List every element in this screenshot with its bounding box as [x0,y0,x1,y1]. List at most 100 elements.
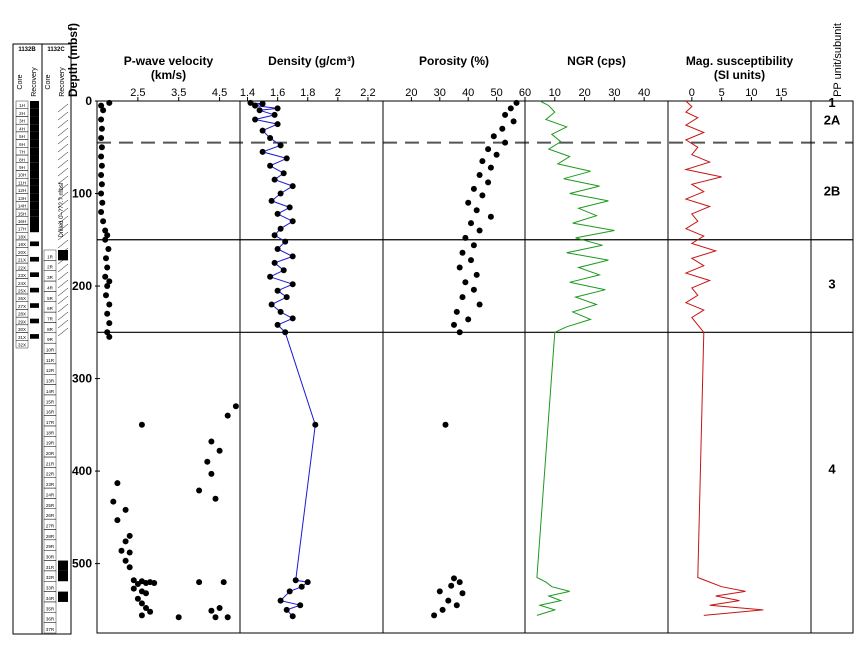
data-point [282,329,289,336]
data-point [470,242,477,249]
core-b-label: 29X [18,319,26,324]
data-point [143,605,149,611]
core-c-label: 2R [47,265,54,270]
recovery-b-bar [30,116,39,125]
core-b-label: 20X [18,250,26,255]
data-point [292,577,299,584]
data-point [267,162,274,169]
data-point [98,135,105,141]
core-b-label: 13H [18,196,26,201]
data-point [267,135,274,141]
x-tick-label: 30 [608,87,620,99]
data-point [456,264,463,271]
x-tick-label: 5 [719,87,725,99]
data-point [259,127,266,134]
data-point [476,172,483,178]
core-c-label: 33R [46,586,55,591]
x-tick-label: 4.5 [212,87,227,99]
data-point [130,577,137,584]
core-label-b: Core [17,74,24,89]
core-b-label: 31X [18,335,26,340]
data-point [175,614,182,621]
data-point [259,148,266,155]
data-point [126,532,133,539]
depth-tick-label: 500 [72,557,92,571]
core-c-label: 10R [46,348,55,353]
core-c-label: 37R [46,627,55,632]
core-b-label: 17H [18,227,26,232]
recovery-b-bar [30,318,39,324]
core-b-label: 21X [18,258,26,263]
depth-tick-label: 400 [72,464,92,478]
hatch-line [57,199,69,209]
recovery-b-bar [30,178,39,186]
data-point [280,170,287,177]
data-point [271,111,278,118]
data-point [289,218,296,225]
x-tick-label: 10 [745,87,757,99]
recovery-b-bar [30,147,39,156]
depth-tick-label: 0 [85,94,92,108]
core-b-label: 1H [19,103,25,108]
data-point [513,99,520,106]
core-c-label: 31R [46,565,55,570]
core-b-label: 30X [18,327,26,332]
core-b-label: 10H [18,173,26,178]
data-point [224,412,231,419]
core-c-label: 29R [46,544,55,549]
data-point [274,210,281,217]
data-point [459,249,466,256]
data-point [212,614,219,621]
data-point [98,172,105,178]
data-point [304,579,311,586]
data-point [283,606,290,613]
core-c-label: 34R [46,596,55,601]
data-point [100,218,107,225]
data-point [485,146,492,153]
data-point [289,315,296,322]
core-b-label: 22X [18,265,26,270]
unit-column-title: PP unit/subunit [832,23,844,97]
panel-frame [810,100,854,634]
recovery-label-b: Recovery [31,67,38,97]
data-point [216,605,223,611]
data-point [98,181,105,188]
panel-frame [96,100,241,634]
core-b-label: 3H [19,119,25,124]
hatch-line [57,287,69,297]
depth-axis-label: Depth (mbsf) [66,23,80,97]
core-c-label: 14R [46,389,55,394]
x-tick-label: 50 [490,87,502,99]
data-point [105,246,112,252]
hatch-line [57,151,69,161]
hatch-line [57,103,69,113]
recovery-b-bar [30,193,39,202]
core-b-label: 24X [18,281,26,286]
data-point [104,283,111,289]
data-point [100,107,107,114]
hatch-line [57,295,69,305]
panel-title: P-wave velocity [124,54,214,68]
x-tick-label: 2.2 [360,87,375,99]
recovery-b-bar [30,155,39,163]
hatch-line [57,239,69,249]
hatch-line [57,215,69,225]
core-c-label: 18R [46,430,55,435]
depth-tick-label: 300 [72,372,92,386]
data-point [204,458,211,465]
core-c-label: 12R [46,368,55,373]
hatch-line [57,119,69,129]
panel-frame [239,100,384,634]
core-c-label: 25R [46,503,55,508]
data-point [453,602,460,609]
core-b-label: 2H [19,111,25,116]
hole-c-title: 1132C [47,47,65,53]
hatch-line [57,183,69,193]
core-c-label: 24R [46,492,55,497]
data-point [98,116,105,123]
x-tick-label: 1.8 [300,87,315,99]
core-b-label: 19X [18,242,26,247]
data-point [462,234,469,241]
